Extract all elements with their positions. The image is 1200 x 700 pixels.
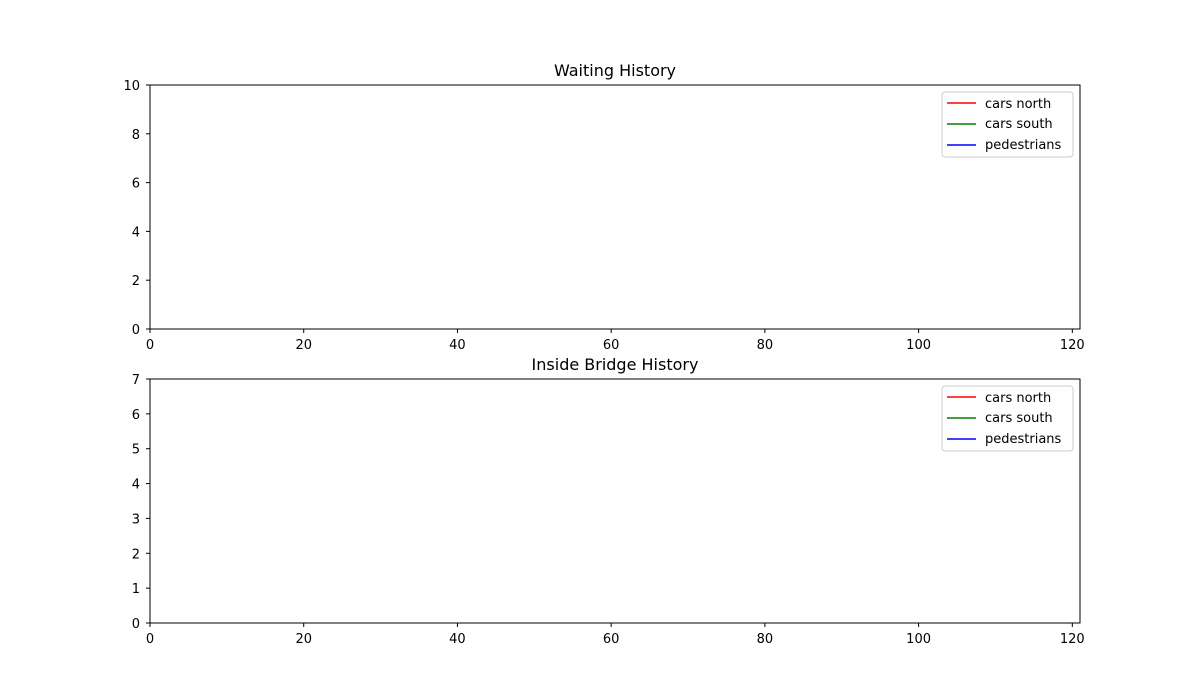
legend-label-cars-south: cars south — [985, 411, 1053, 426]
legend-label-cars-north: cars north — [985, 391, 1051, 406]
y-tick-label: 4 — [132, 478, 140, 493]
x-tick-label: 20 — [295, 632, 312, 647]
y-tick-label: 1 — [132, 582, 140, 597]
x-tick-label: 120 — [1060, 632, 1085, 647]
y-tick-label: 10 — [123, 79, 140, 94]
plot-area: 0 20 40 60 80 100 120 0 2 4 6 8 10 — [123, 79, 1084, 353]
plot-area: 0 20 40 60 80 100 120 0 1 2 3 4 5 6 7 — [132, 373, 1085, 647]
x-tick-label: 60 — [603, 338, 620, 353]
x-tick-label: 0 — [146, 338, 154, 353]
y-tick-label: 2 — [132, 274, 140, 289]
legend-label-cars-south: cars south — [985, 117, 1053, 132]
waiting-history-chart: Waiting History 0 20 40 60 80 100 120 0 2 4 6 8 10 c… — [123, 61, 1084, 353]
x-tick-label: 40 — [449, 338, 466, 353]
y-tick-label: 4 — [132, 225, 140, 240]
chart-title: Waiting History — [554, 61, 676, 80]
axes-frame — [149, 378, 1081, 624]
legend: cars north cars south pedestrians — [941, 385, 1074, 452]
x-tick-label: 80 — [757, 632, 774, 647]
y-tick-label: 5 — [132, 443, 140, 458]
y-tick-label: 0 — [132, 323, 140, 338]
y-tick-label: 3 — [132, 512, 140, 527]
y-tick-label: 2 — [132, 547, 140, 562]
x-tick-label: 120 — [1060, 338, 1085, 353]
inside-bridge-history-chart: Inside Bridge History 0 20 40 60 80 100 120 0 1 2… — [132, 355, 1085, 647]
chart-title: Inside Bridge History — [532, 355, 699, 374]
y-tick-label: 6 — [132, 177, 140, 192]
legend: cars north cars south pedestrians — [941, 91, 1074, 158]
x-tick-label: 60 — [603, 632, 620, 647]
x-tick-label: 40 — [449, 632, 466, 647]
x-tick-label: 20 — [295, 338, 312, 353]
legend-box — [941, 385, 1074, 452]
legend-label-cars-north: cars north — [985, 97, 1051, 112]
y-tick-label: 7 — [132, 373, 140, 388]
legend-label-pedestrians: pedestrians — [985, 138, 1062, 153]
legend-label-pedestrians: pedestrians — [985, 432, 1062, 447]
y-tick-label: 8 — [132, 128, 140, 143]
x-tick-label: 80 — [757, 338, 774, 353]
y-tick-label: 6 — [132, 408, 140, 423]
legend-box — [941, 91, 1074, 158]
y-tick-label: 0 — [132, 617, 140, 632]
x-tick-label: 100 — [906, 632, 931, 647]
x-tick-label: 100 — [906, 338, 931, 353]
x-tick-label: 0 — [146, 632, 154, 647]
axes-frame — [149, 84, 1081, 330]
